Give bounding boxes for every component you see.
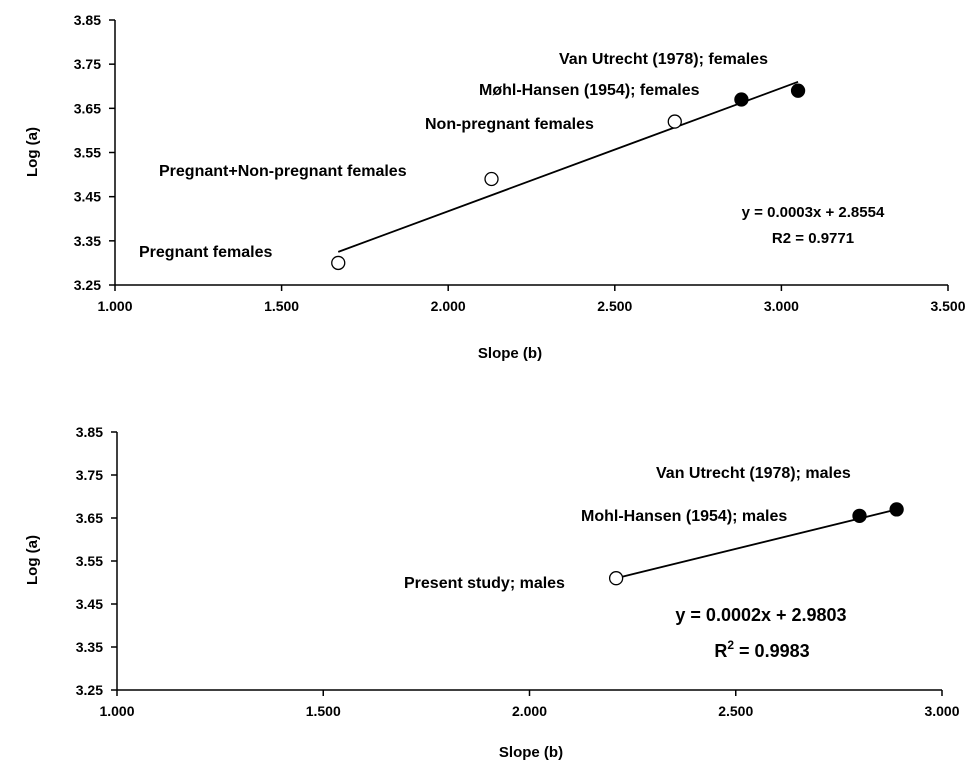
x-tick-label: 2.000 <box>512 703 547 719</box>
x-tick-label: 3.500 <box>930 298 965 314</box>
bottom-label-van-utrecht: Van Utrecht (1978); males <box>656 465 851 482</box>
y-tick-label: 3.45 <box>74 189 101 205</box>
bottom-r2-superscript: 2 <box>727 638 734 652</box>
top-label-van-utrecht: Van Utrecht (1978); females <box>559 51 768 68</box>
y-tick-label: 3.75 <box>74 56 101 72</box>
filled-data-point <box>889 502 904 517</box>
top-label-mohl-hansen: Møhl-Hansen (1954); females <box>479 82 700 99</box>
x-tick-label: 2.500 <box>597 298 632 314</box>
y-tick-label: 3.35 <box>76 639 103 655</box>
top-ticks <box>109 19 949 291</box>
top-trendline <box>337 80 799 253</box>
bottom-x-axis-title: Slope (b) <box>499 744 563 761</box>
top-equation: y = 0.0003x + 2.8554 <box>742 204 885 221</box>
top-y-axis-title: Log (a) <box>24 127 41 177</box>
x-tick-label: 1.000 <box>99 703 134 719</box>
bottom-points <box>608 502 904 586</box>
top-tick-labels: 1.000 1.500 2.000 2.500 3.000 3.500 3.25 3.35 3.… <box>74 12 966 314</box>
open-data-point <box>608 571 624 586</box>
x-tick-label: 3.000 <box>764 298 799 314</box>
x-tick-label: 2.000 <box>431 298 466 314</box>
y-tick-label: 3.25 <box>74 277 101 293</box>
open-data-point <box>667 114 682 129</box>
y-tick-label: 3.65 <box>74 100 101 116</box>
x-tick-label: 3.000 <box>924 703 959 719</box>
top-r2: R2 = 0.9771 <box>772 230 854 247</box>
x-tick-label: 1.500 <box>264 298 299 314</box>
filled-data-point <box>734 92 749 107</box>
bottom-r2: R2 = 0.9983 <box>714 638 809 661</box>
x-tick-label: 1.000 <box>97 298 132 314</box>
y-tick-label: 3.25 <box>76 682 103 698</box>
y-tick-label: 3.45 <box>76 596 103 612</box>
bottom-ticks <box>111 431 943 696</box>
bottom-r2-prefix: R <box>714 641 727 661</box>
chart-bottom-males: 1.000 1.500 2.000 2.500 3.000 3.25 3.35 3.45 3.5… <box>24 424 960 761</box>
top-label-pregnant-nonpregnant: Pregnant+Non-pregnant females <box>159 163 407 180</box>
bottom-r2-value: = 0.9983 <box>734 641 810 661</box>
y-tick-label: 3.35 <box>74 233 101 249</box>
filled-data-point <box>852 508 867 523</box>
top-points <box>331 83 806 271</box>
x-tick-label: 1.500 <box>306 703 341 719</box>
bottom-y-axis-title: Log (a) <box>24 535 41 585</box>
open-data-point <box>331 255 346 271</box>
y-tick-label: 3.75 <box>76 467 103 483</box>
open-data-point <box>484 171 499 187</box>
bottom-trendline <box>615 508 897 580</box>
top-x-axis-title: Slope (b) <box>478 345 542 362</box>
y-tick-label: 3.55 <box>76 553 103 569</box>
y-tick-label: 3.85 <box>74 12 101 28</box>
bottom-tick-labels: 1.000 1.500 2.000 2.500 3.000 3.25 3.35 3.45 3.5… <box>76 424 960 719</box>
filled-data-point <box>790 83 806 98</box>
y-tick-label: 3.85 <box>76 424 103 440</box>
x-tick-label: 2.500 <box>718 703 753 719</box>
bottom-label-mohl-hansen: Mohl-Hansen (1954); males <box>581 508 787 525</box>
chart-top-females: 1.000 1.500 2.000 2.500 3.000 3.500 3.25 3.35 3.… <box>24 12 966 362</box>
top-label-nonpregnant: Non-pregnant females <box>425 116 594 133</box>
y-tick-label: 3.65 <box>76 510 103 526</box>
top-label-pregnant: Pregnant females <box>139 244 272 261</box>
y-tick-label: 3.55 <box>74 145 101 161</box>
bottom-label-present-study: Present study; males <box>404 575 565 592</box>
bottom-equation: y = 0.0002x + 2.9803 <box>675 605 846 625</box>
